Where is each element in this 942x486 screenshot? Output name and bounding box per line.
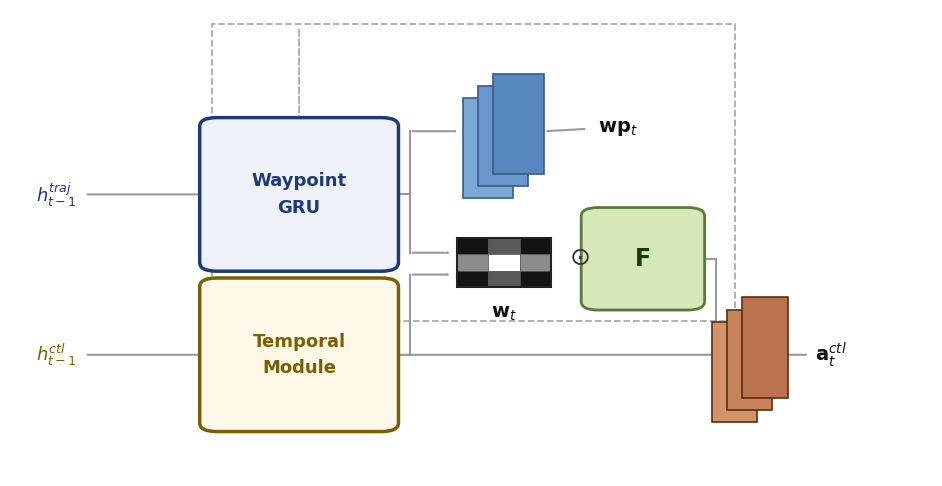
Text: $h_{t-1}^{ctl}$: $h_{t-1}^{ctl}$	[36, 342, 77, 368]
FancyBboxPatch shape	[200, 118, 398, 271]
FancyBboxPatch shape	[478, 86, 528, 186]
Bar	[212, 24, 735, 321]
Bar	[457, 238, 551, 287]
Bar	[457, 271, 488, 287]
FancyBboxPatch shape	[581, 208, 705, 310]
FancyBboxPatch shape	[712, 322, 757, 422]
Bar	[520, 238, 551, 254]
FancyBboxPatch shape	[727, 310, 772, 410]
Bar	[520, 271, 551, 287]
Bar	[520, 254, 551, 271]
Text: $\mathbf{wp}_t$: $\mathbf{wp}_t$	[598, 119, 638, 139]
FancyBboxPatch shape	[493, 74, 544, 174]
Text: $\mathbf{a}_t^{ctl}$: $\mathbf{a}_t^{ctl}$	[815, 340, 847, 369]
FancyBboxPatch shape	[742, 297, 788, 398]
FancyBboxPatch shape	[463, 98, 513, 198]
Bar	[457, 238, 488, 254]
Text: $h_{t-1}^{traj}$: $h_{t-1}^{traj}$	[36, 180, 77, 208]
Text: $\odot$: $\odot$	[569, 245, 590, 270]
Text: F: F	[635, 247, 651, 271]
Bar	[488, 254, 520, 271]
Bar	[488, 238, 520, 254]
Text: $\mathbf{w}_t$: $\mathbf{w}_t$	[491, 304, 517, 323]
Bar	[457, 254, 488, 271]
Text: Waypoint
GRU: Waypoint GRU	[252, 172, 347, 217]
Bar	[488, 271, 520, 287]
FancyBboxPatch shape	[200, 278, 398, 432]
Text: Temporal
Module: Temporal Module	[252, 332, 346, 377]
